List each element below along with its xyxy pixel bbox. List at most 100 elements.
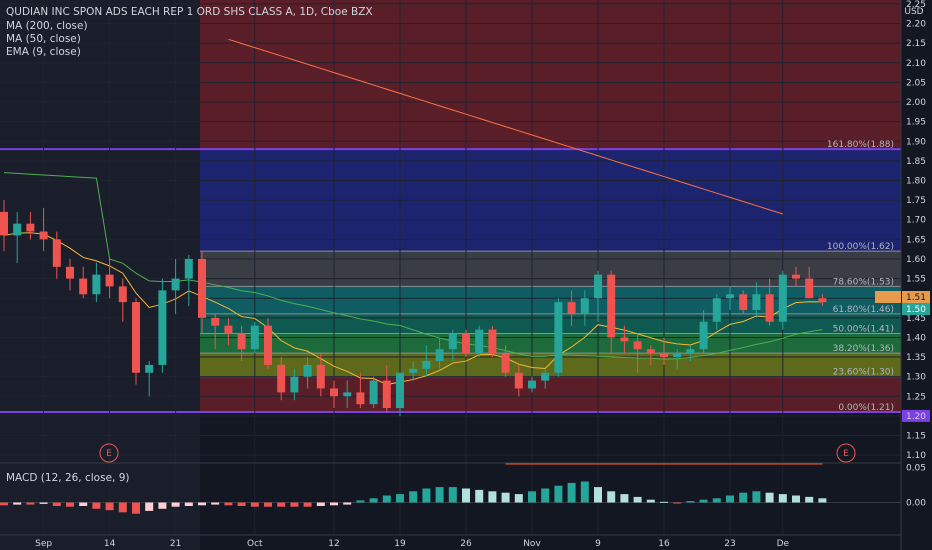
candle-body (739, 294, 748, 310)
candle[interactable] (435, 337, 444, 369)
candle[interactable] (224, 317, 233, 346)
candle[interactable] (567, 290, 576, 326)
candle[interactable] (105, 258, 114, 299)
candle[interactable] (52, 231, 61, 279)
candle[interactable] (528, 376, 536, 393)
legend-ema9[interactable]: EMA (9, close) (6, 46, 81, 58)
candle[interactable] (633, 333, 642, 373)
candle[interactable] (158, 278, 167, 373)
candle[interactable] (369, 376, 378, 409)
candle[interactable] (462, 329, 470, 358)
candle-body (435, 349, 444, 361)
candle[interactable] (198, 251, 206, 334)
macd-histogram-bar (448, 487, 457, 503)
candle[interactable] (0, 200, 8, 252)
candle[interactable] (264, 317, 272, 369)
macd-histogram-bar (805, 496, 814, 503)
candle[interactable] (211, 313, 220, 350)
candles[interactable] (0, 200, 827, 416)
candle[interactable] (409, 360, 418, 381)
candle[interactable] (184, 255, 193, 307)
macd-histogram-bar (739, 492, 748, 503)
candle-body (0, 211, 8, 236)
candle[interactable] (660, 337, 668, 365)
candle[interactable] (554, 298, 563, 377)
price-axis-tick: 1.35 (906, 353, 926, 363)
candle[interactable] (39, 207, 48, 252)
candle[interactable] (501, 345, 510, 377)
candle-body (66, 266, 74, 279)
candle-body (448, 333, 457, 350)
candle[interactable] (541, 368, 550, 389)
candle[interactable] (607, 270, 616, 354)
macd-histogram-bar (580, 481, 589, 503)
price-axis-tick: 1.80 (906, 176, 926, 186)
candle-body (409, 368, 418, 373)
candle[interactable] (646, 345, 655, 365)
candle[interactable] (514, 364, 523, 397)
candle[interactable] (382, 364, 391, 412)
candle[interactable] (673, 349, 682, 369)
candle[interactable] (620, 325, 629, 354)
current-price-badge: 1.50 (902, 303, 930, 315)
candle[interactable] (475, 325, 484, 358)
candle[interactable] (422, 345, 431, 377)
candle-body (567, 302, 576, 314)
candle[interactable] (13, 211, 22, 263)
candle[interactable] (316, 353, 325, 397)
candle-body (343, 392, 352, 397)
candle[interactable] (739, 290, 748, 314)
candle[interactable] (237, 325, 246, 361)
candle-body (250, 325, 259, 350)
candle-body (132, 302, 140, 373)
candle[interactable] (712, 294, 721, 330)
candle[interactable] (778, 270, 787, 330)
candle[interactable] (356, 372, 365, 409)
candle[interactable] (752, 282, 761, 318)
candle-body (488, 329, 497, 354)
candle[interactable] (699, 309, 708, 354)
time-axis-label: 16 (658, 539, 670, 549)
candle-body (303, 364, 312, 377)
candle[interactable] (330, 380, 338, 409)
macd-histogram-bar (105, 502, 114, 511)
candle[interactable] (26, 211, 35, 240)
price-axis-tick: 2.00 (906, 98, 926, 108)
candle[interactable] (66, 258, 74, 291)
candle[interactable] (250, 321, 259, 354)
time-axis[interactable]: Sep 14 21 Oct 12 19 26 Nov 9 16 23 De (35, 539, 789, 549)
price-axis[interactable]: 2.25 2.20 2.15 2.10 2.05 2.00 1.95 1.90 1.85 1.80… (902, 0, 930, 509)
candle[interactable] (726, 286, 734, 310)
price-axis-tick: 1.90 (906, 137, 926, 147)
legend-ma50[interactable]: MA (50, close) (6, 33, 81, 45)
earnings-marker-1[interactable]: E (99, 443, 119, 463)
candle[interactable] (765, 278, 774, 326)
candle[interactable] (92, 262, 101, 303)
candle[interactable] (488, 325, 497, 358)
candle-body (475, 329, 484, 354)
legend-ma200[interactable]: MA (200, close) (6, 20, 88, 32)
price-axis-background[interactable] (901, 0, 932, 550)
candle[interactable] (145, 360, 154, 397)
macd-histogram-bar (211, 502, 220, 505)
candle[interactable] (343, 380, 352, 409)
candle-body (184, 258, 193, 279)
legend-macd[interactable]: MACD (12, 26, close, 9) (6, 472, 129, 484)
candle[interactable] (792, 266, 800, 287)
candle[interactable] (580, 290, 589, 326)
earnings-marker-2[interactable]: E (836, 443, 856, 463)
candle[interactable] (686, 345, 695, 361)
candle[interactable] (303, 357, 312, 389)
candle[interactable] (818, 294, 827, 307)
candle[interactable] (79, 266, 88, 299)
candle[interactable] (448, 329, 457, 361)
candle[interactable] (805, 266, 814, 299)
candle[interactable] (594, 270, 602, 322)
candle[interactable] (118, 278, 127, 322)
candle[interactable] (290, 368, 299, 401)
candle[interactable] (396, 372, 404, 416)
candle[interactable] (132, 298, 140, 385)
candle[interactable] (171, 258, 180, 314)
candle[interactable] (277, 357, 286, 401)
